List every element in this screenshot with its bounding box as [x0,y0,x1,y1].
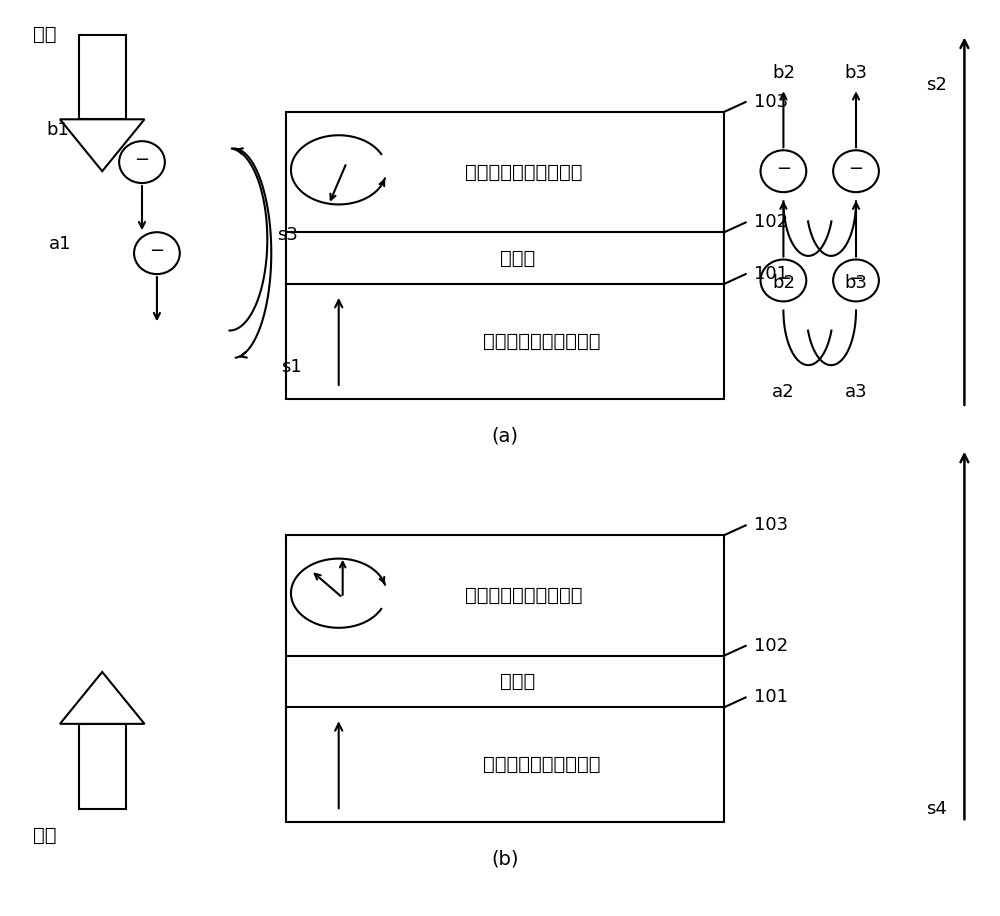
Text: 第一铁磁层（参考层）: 第一铁磁层（参考层） [483,756,600,774]
Text: a1: a1 [49,235,72,253]
Text: s3: s3 [277,226,298,244]
Text: −: − [134,151,150,169]
Polygon shape [60,672,144,724]
Text: s1: s1 [281,358,302,376]
Polygon shape [79,35,126,119]
Text: s4: s4 [926,800,947,818]
Text: b2: b2 [772,64,795,82]
Text: 101: 101 [754,689,788,706]
Text: b3: b3 [845,64,868,82]
Text: s2: s2 [926,76,947,93]
Text: −: − [776,160,791,179]
Text: −: − [848,269,864,288]
Bar [286,112,724,398]
Text: (a): (a) [491,426,518,445]
Text: 第一铁磁层（参考层）: 第一铁磁层（参考层） [483,332,600,351]
Text: b2: b2 [772,274,795,292]
Text: −: − [776,269,791,288]
Text: 102: 102 [754,637,788,655]
Text: 势垓层: 势垓层 [500,249,535,267]
Text: 电流: 电流 [33,826,56,845]
Bar [286,535,724,823]
Text: 102: 102 [754,213,788,232]
Text: −: − [149,243,164,260]
Polygon shape [79,724,126,809]
Text: b1: b1 [46,121,69,139]
Text: 第二铁磁层（存储层）: 第二铁磁层（存储层） [465,586,582,605]
Text: (b): (b) [491,849,519,868]
Text: 势垓层: 势垓层 [500,672,535,692]
Text: 第二铁磁层（存储层）: 第二铁磁层（存储层） [465,163,582,181]
Text: 103: 103 [754,93,788,111]
Text: 103: 103 [754,517,788,534]
Text: b3: b3 [845,274,868,292]
Text: 电流: 电流 [33,25,56,44]
Text: a2: a2 [772,383,795,401]
Polygon shape [60,119,144,171]
Text: 101: 101 [754,265,788,283]
Text: a3: a3 [845,383,867,401]
Text: −: − [848,160,864,179]
